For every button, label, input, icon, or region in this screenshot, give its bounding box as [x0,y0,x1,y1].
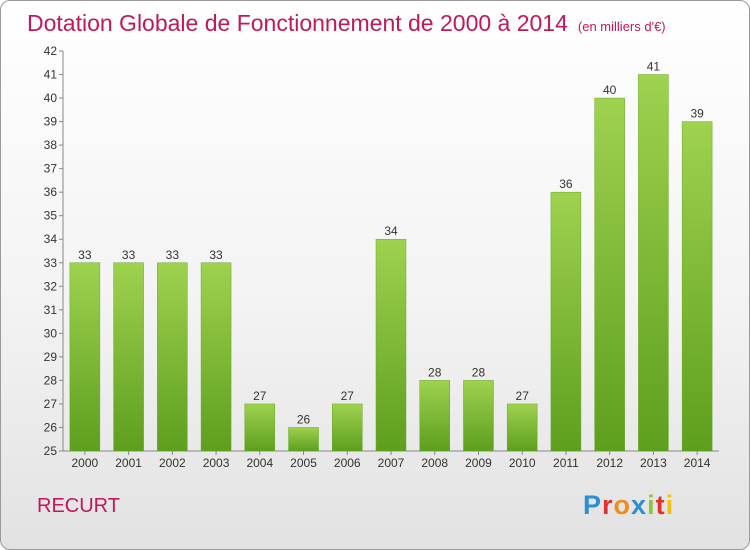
bar [288,427,319,452]
value-label: 33 [122,248,136,262]
bar [69,262,101,452]
x-tick-label: 2005 [290,456,317,470]
bar [200,262,232,452]
x-tick-label: 2009 [465,456,492,470]
unit-text: (en milliers d'€) [577,19,666,34]
x-axis: 2000 2001 2002 2003 2004 2005 2006 2007 2008 2009… [63,450,719,470]
value-label: 27 [341,389,355,403]
y-tick-label: 33 [44,256,58,270]
y-tick-label: 25 [44,444,58,458]
bar [113,262,144,452]
y-tick-label: 26 [44,420,58,434]
bar [375,238,407,452]
bar [157,262,188,452]
y-tick-label: 29 [44,350,58,364]
x-tick-label: 2011 [553,456,579,470]
chart-title: Dotation Globale de Fonctionnement de 20… [27,10,666,37]
value-label: 40 [603,83,617,97]
x-tick-label: 2000 [72,456,99,470]
logo-letter: x [631,490,648,520]
y-tick-label: 42 [44,44,58,58]
value-labels: 33 33 33 33 27 26 27 34 28 28 27 36 40 41 39 [78,60,704,427]
x-tick-label: 2001 [115,456,142,470]
y-axis: 25 26 27 28 29 30 31 32 33 34 35 36 37 38 39 40 41 42 [44,44,64,458]
bar [332,403,363,452]
y-tick-label: 30 [44,326,58,340]
x-tick-label: 2002 [159,456,186,470]
bars [69,74,713,452]
value-label: 39 [690,107,704,121]
value-label: 27 [253,389,267,403]
value-label: 34 [384,224,398,238]
y-tick-label: 31 [44,303,58,317]
bar [506,403,538,452]
y-tick-label: 27 [44,397,58,411]
logo-letter: i [665,490,675,520]
x-tick-label: 2013 [640,456,667,470]
bar [550,191,582,452]
y-tick-label: 36 [44,185,58,199]
title-text: Dotation Globale de Fonctionnement de 20… [27,10,568,36]
x-tick-label: 2008 [421,456,448,470]
y-tick-label: 32 [44,279,58,293]
value-label: 28 [472,365,486,379]
value-label: 27 [516,389,530,403]
y-tick-label: 41 [44,68,58,82]
logo-letter: i [647,490,656,520]
y-tick-label: 37 [44,162,58,176]
y-tick-label: 39 [44,115,58,129]
x-tick-label: 2006 [334,456,361,470]
x-tick-label: 2007 [378,456,405,470]
bar [638,74,669,452]
value-label: 28 [428,365,442,379]
x-tick-label: 2012 [596,456,623,470]
y-tick-label: 34 [44,232,58,246]
x-tick-label: 2003 [203,456,230,470]
place-name: RECURT [37,495,120,517]
x-tick-label: 2010 [509,456,536,470]
y-tick-label: 40 [44,91,58,105]
bar [244,403,276,452]
value-label: 41 [647,60,661,74]
value-label: 26 [297,412,311,426]
bar [419,380,450,452]
bar [681,121,713,452]
logo-letter: t [655,490,666,520]
x-tick-label: 2004 [246,456,273,470]
x-tick-label: 2014 [684,456,711,470]
bar [463,380,494,452]
bar [594,97,625,452]
logo-letter: o [613,490,632,520]
y-tick-label: 35 [44,209,58,223]
value-label: 33 [78,248,92,262]
proxiti-logo[interactable]: Proxiti [583,490,674,521]
logo-letter: P [583,490,603,520]
value-label: 33 [166,248,180,262]
logo-letter: r [602,490,614,520]
value-label: 36 [559,177,573,191]
y-tick-label: 38 [44,138,58,152]
value-label: 33 [209,248,223,262]
y-tick-label: 28 [44,373,58,387]
